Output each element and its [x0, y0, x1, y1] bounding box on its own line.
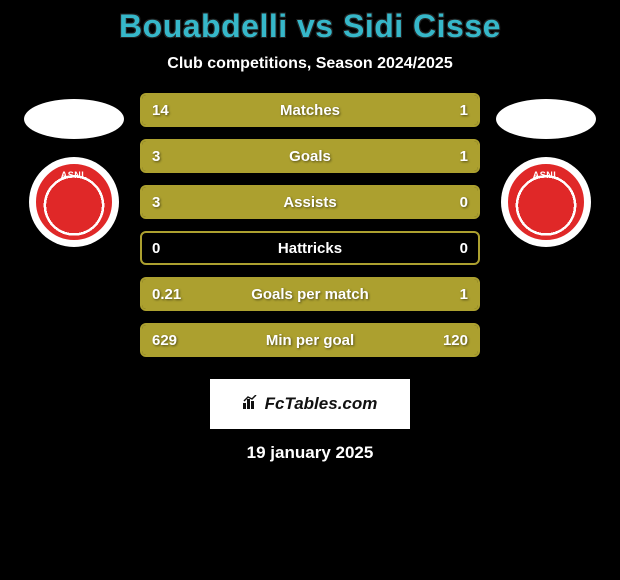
- stat-value-left: 14: [152, 102, 169, 119]
- chart-icon: [243, 395, 261, 414]
- player-left-column: ASNL: [24, 93, 124, 247]
- club-badge-text: ASNL: [533, 170, 560, 180]
- stat-fill-left: [142, 141, 394, 171]
- player-left-club-badge: ASNL: [29, 157, 119, 247]
- club-badge-text: ASNL: [61, 170, 88, 180]
- stat-value-right: 120: [443, 332, 468, 349]
- stat-value-left: 629: [152, 332, 177, 349]
- player-right-club-badge: ASNL: [501, 157, 591, 247]
- club-badge-icon: ASNL: [36, 164, 112, 240]
- stat-value-right: 1: [460, 286, 468, 303]
- stat-label: Goals: [289, 148, 331, 165]
- stat-label: Matches: [280, 102, 340, 119]
- player-left-avatar: [24, 99, 124, 139]
- stat-row: 629 120 Min per goal: [140, 323, 480, 357]
- stat-row: 0.21 1 Goals per match: [140, 277, 480, 311]
- stat-value-right: 1: [460, 102, 468, 119]
- watermark: FcTables.com: [210, 379, 410, 429]
- stat-label: Min per goal: [266, 332, 354, 349]
- watermark-text: FcTables.com: [265, 394, 378, 414]
- stat-row: 3 1 Goals: [140, 139, 480, 173]
- stat-bars: 14 1 Matches 3 1 Goals 3 0 Assists 0 0 Hattricks 0.2…: [140, 93, 480, 357]
- stat-value-left: 0: [152, 240, 160, 257]
- date-label: 19 january 2025: [0, 443, 620, 463]
- stat-row: 0 0 Hattricks: [140, 231, 480, 265]
- club-badge-icon: ASNL: [508, 164, 584, 240]
- stat-row: 14 1 Matches: [140, 93, 480, 127]
- stat-row: 3 0 Assists: [140, 185, 480, 219]
- stat-value-left: 0.21: [152, 286, 181, 303]
- stat-value-left: 3: [152, 148, 160, 165]
- stat-value-right: 1: [460, 148, 468, 165]
- stat-label: Assists: [283, 194, 336, 211]
- stat-label: Hattricks: [278, 240, 342, 257]
- stat-value-right: 0: [460, 194, 468, 211]
- page-title: Bouabdelli vs Sidi Cisse: [0, 8, 620, 45]
- comparison-body: ASNL 14 1 Matches 3 1 Goals 3 0 Assists 0 0 Hattric…: [0, 93, 620, 357]
- subtitle: Club competitions, Season 2024/2025: [0, 55, 620, 73]
- comparison-card: Bouabdelli vs Sidi Cisse Club competitio…: [0, 0, 620, 580]
- player-right-avatar: [496, 99, 596, 139]
- player-right-column: ASNL: [496, 93, 596, 247]
- stat-label: Goals per match: [251, 286, 369, 303]
- stat-value-right: 0: [460, 240, 468, 257]
- stat-value-left: 3: [152, 194, 160, 211]
